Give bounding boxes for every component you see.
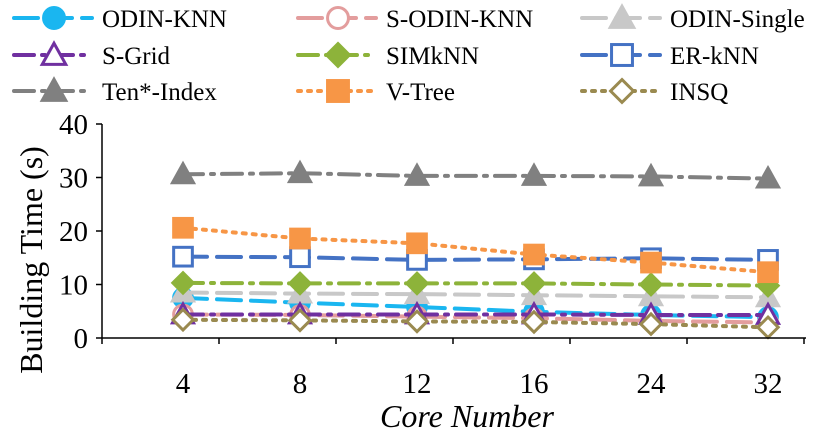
legend-marker: [39, 40, 69, 66]
legend-marker: [610, 43, 634, 67]
series-line: [181, 254, 770, 262]
data-point: [287, 308, 313, 333]
data-point: [170, 307, 196, 333]
series-line: [181, 312, 770, 325]
data-point: [404, 271, 430, 296]
data-point: [754, 164, 782, 189]
data-point: [172, 245, 194, 268]
legend-label: S-ODIN-KNN: [386, 6, 533, 33]
legend-item-s-odin-knn: S-ODIN-KNN: [296, 6, 533, 33]
y-tick-label: 20: [59, 216, 88, 248]
data-point: [172, 216, 194, 239]
x-tick-label: 12: [403, 368, 432, 400]
data-point: [523, 243, 545, 266]
legend-marker: [42, 6, 66, 30]
legend-item-insq: INSQ: [580, 77, 728, 106]
legend-label: SIMkNN: [386, 43, 479, 70]
data-point: [638, 311, 664, 337]
data-point: [403, 162, 431, 186]
legend-item-s-grid: S-Grid: [12, 40, 171, 70]
data-point: [757, 261, 779, 284]
data-point: [637, 162, 665, 187]
series-line: [181, 312, 770, 317]
legend-item-simknn: SIMkNN: [296, 41, 479, 70]
series-simknn: [170, 270, 781, 298]
y-axis-title: Building Time (s): [13, 146, 49, 374]
data-point: [169, 160, 197, 185]
legend: ODIN-KNN S-ODIN-KNN ODIN-Single S-Grid SIMkN…: [12, 3, 805, 106]
y-tick-label: 40: [59, 109, 88, 141]
legend-label: INSQ: [670, 79, 728, 106]
y-tick-label: 0: [74, 323, 89, 355]
x-tick-label: 16: [520, 368, 549, 400]
x-tick-label: 8: [293, 368, 308, 400]
legend-label: V-Tree: [386, 79, 455, 106]
legend-marker: [39, 76, 69, 102]
legend-marker: [608, 77, 636, 105]
data-point: [404, 309, 430, 334]
y-tick-label: 30: [59, 163, 88, 195]
data-point: [287, 271, 313, 296]
legend-item-er-knn: ER-kNN: [580, 43, 759, 70]
data-point: [406, 232, 428, 255]
legend-label: ODIN-KNN: [102, 6, 227, 33]
legend-label: S-Grid: [102, 43, 171, 70]
data-point: [286, 159, 314, 184]
legend-label: ER-kNN: [670, 43, 759, 70]
data-point: [289, 246, 311, 269]
series-line: [181, 280, 770, 288]
series-v-tree: [172, 216, 779, 284]
x-tick-label: 4: [176, 368, 191, 400]
x-tick-label: 32: [754, 368, 783, 400]
series-ten-index: [169, 159, 782, 189]
x-axis-title: Core Number: [380, 398, 554, 434]
legend-marker: [324, 41, 352, 69]
series-line: [181, 290, 770, 300]
legend-item-v-tree: V-Tree: [296, 79, 455, 106]
data-point: [521, 309, 547, 335]
series-insq: [170, 307, 781, 340]
legend-marker: [607, 3, 637, 29]
data-point: [638, 272, 664, 297]
data-point: [520, 162, 548, 186]
legend-item-odin-single: ODIN-Single: [580, 3, 805, 33]
plot-area: [169, 159, 782, 340]
y-tick-label: 10: [59, 270, 88, 302]
legend-item-odin-knn: ODIN-KNN: [12, 6, 227, 33]
series-line: [181, 171, 770, 181]
legend-item-ten-index: Ten*-Index: [12, 76, 217, 106]
x-tick-label: 24: [637, 368, 667, 400]
data-point: [640, 251, 662, 274]
series-line: [181, 317, 770, 330]
data-point: [289, 227, 311, 250]
legend-label: Ten*-Index: [102, 79, 217, 106]
legend-marker: [326, 79, 350, 103]
series-line: [181, 225, 770, 275]
axes: 0 10 20 30 40 4 8 12 16 24 32: [59, 109, 806, 400]
data-point: [170, 270, 196, 296]
legend-label: ODIN-Single: [670, 6, 805, 33]
data-point: [521, 271, 547, 296]
legend-marker: [326, 6, 350, 30]
